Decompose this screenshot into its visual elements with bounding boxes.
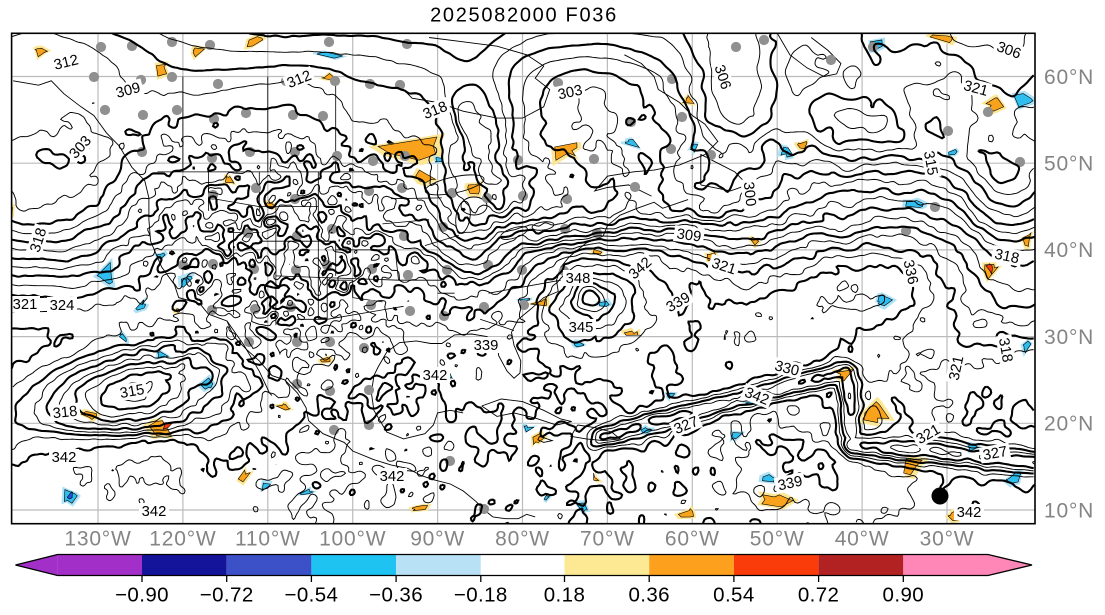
svg-text:321: 321 — [947, 354, 968, 381]
svg-text:342: 342 — [142, 504, 167, 520]
svg-text:315: 315 — [920, 150, 940, 177]
svg-text:348: 348 — [566, 271, 591, 287]
svg-text:20°N: 20°N — [1044, 413, 1094, 436]
svg-text:303: 303 — [556, 83, 583, 104]
svg-text:306: 306 — [711, 63, 734, 91]
svg-text:327: 327 — [982, 444, 1009, 464]
svg-text:40°N: 40°N — [1044, 239, 1094, 262]
svg-text:70°W: 70°W — [580, 528, 635, 551]
svg-text:60°W: 60°W — [665, 528, 720, 551]
svg-text:0.90: 0.90 — [883, 584, 925, 607]
svg-text:90°W: 90°W — [410, 528, 465, 551]
svg-text:342: 342 — [380, 469, 405, 485]
svg-text:318: 318 — [52, 404, 78, 422]
svg-text:0.54: 0.54 — [713, 584, 755, 607]
svg-text:345: 345 — [569, 320, 594, 336]
svg-text:306: 306 — [994, 39, 1023, 62]
svg-text:−0.36: −0.36 — [369, 584, 423, 607]
svg-text:130°W: 130°W — [64, 528, 131, 551]
svg-text:321: 321 — [962, 78, 990, 100]
svg-text:342: 342 — [52, 450, 77, 466]
svg-text:50°W: 50°W — [750, 528, 805, 551]
svg-text:321: 321 — [13, 297, 38, 313]
svg-text:0.18: 0.18 — [544, 584, 586, 607]
svg-text:339: 339 — [776, 474, 803, 495]
svg-text:2025082000 F036: 2025082000 F036 — [430, 5, 618, 27]
svg-text:336: 336 — [900, 258, 921, 285]
svg-text:100°W: 100°W — [319, 528, 386, 551]
svg-text:309: 309 — [676, 226, 703, 245]
svg-text:−0.90: −0.90 — [115, 584, 169, 607]
svg-text:309: 309 — [114, 80, 142, 102]
svg-text:342: 342 — [957, 505, 982, 521]
svg-text:120°W: 120°W — [149, 528, 216, 551]
svg-text:−0.18: −0.18 — [454, 584, 508, 607]
svg-text:−0.54: −0.54 — [284, 584, 338, 607]
svg-text:342: 342 — [423, 368, 448, 384]
svg-text:300: 300 — [740, 181, 758, 207]
svg-text:339: 339 — [474, 338, 499, 354]
svg-text:80°W: 80°W — [495, 528, 550, 551]
svg-text:312: 312 — [52, 52, 80, 74]
svg-text:324: 324 — [50, 298, 75, 314]
svg-text:318: 318 — [995, 337, 1015, 364]
svg-text:10°N: 10°N — [1044, 499, 1094, 522]
svg-text:318: 318 — [28, 226, 51, 254]
svg-text:321: 321 — [709, 256, 737, 279]
svg-text:330: 330 — [773, 358, 801, 380]
svg-text:318: 318 — [993, 247, 1020, 268]
svg-text:−0.72: −0.72 — [200, 584, 254, 607]
svg-text:30°W: 30°W — [920, 528, 975, 551]
svg-text:50°N: 50°N — [1044, 153, 1094, 176]
svg-text:315: 315 — [119, 382, 146, 402]
svg-text:30°N: 30°N — [1044, 326, 1094, 349]
svg-text:40°W: 40°W — [835, 528, 890, 551]
svg-text:0.36: 0.36 — [628, 584, 670, 607]
svg-text:0.72: 0.72 — [798, 584, 840, 607]
svg-text:110°W: 110°W — [235, 528, 301, 551]
svg-text:60°N: 60°N — [1044, 66, 1094, 89]
